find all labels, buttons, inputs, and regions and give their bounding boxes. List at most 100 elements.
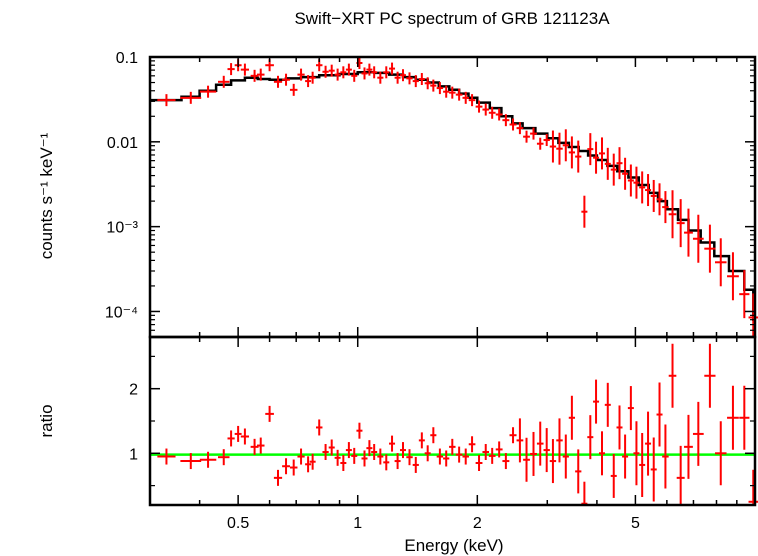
- spectrum-point-67: [627, 164, 634, 197]
- spectrum-point-76: [684, 208, 693, 257]
- ratio-point-2: [199, 451, 217, 468]
- ratio-point-44: [482, 444, 490, 461]
- spectrum-point-59: [581, 195, 588, 228]
- ratio-point-69: [639, 432, 646, 497]
- ratio-point-55: [556, 418, 563, 463]
- chart-title: Swift−XRT PC spectrum of GRB 121123A: [294, 9, 610, 28]
- spectrum-point-22: [351, 69, 358, 82]
- ratio-point-75: [676, 445, 685, 505]
- ratio-point-57: [568, 395, 576, 440]
- spectrum-point-15: [309, 71, 316, 84]
- spectrum-point-49: [516, 122, 524, 135]
- spectrum-point-61: [593, 141, 600, 174]
- ratio-point-70: [645, 411, 652, 476]
- ratio-point-78: [704, 343, 716, 408]
- ratio-point-23: [356, 422, 363, 439]
- ratio-point-68: [633, 421, 640, 486]
- spectrum-point-34: [418, 73, 425, 86]
- ratio-point-81: [739, 385, 750, 450]
- ratio-point-4: [227, 430, 235, 447]
- ratio-point-17: [322, 444, 329, 461]
- spectrum-point-11: [282, 73, 290, 86]
- ratio-point-59: [581, 481, 588, 505]
- spectrum-point-45: [488, 106, 496, 119]
- ratio-panel: 1 2 0.5 1 2 5: [129, 335, 758, 532]
- ratio-point-18: [328, 439, 335, 456]
- ratio-point-40: [455, 446, 463, 463]
- ratio-point-74: [668, 343, 677, 408]
- ratio-point-12: [289, 459, 298, 476]
- spectrum-frame: [148, 55, 757, 339]
- ratio-point-33: [412, 456, 419, 473]
- spectrum-point-36: [430, 79, 437, 92]
- ratio-point-13: [297, 448, 305, 465]
- spectrum-point-30: [394, 71, 401, 84]
- spectrum-point-17: [322, 65, 329, 78]
- spectrum-point-62: [599, 137, 606, 170]
- ratio-point-16: [315, 419, 323, 436]
- ratio-point-8: [256, 437, 265, 454]
- spectrum-point-50: [523, 130, 530, 143]
- ratio-point-31: [399, 442, 406, 459]
- ratio-point-49: [516, 418, 524, 463]
- spectrum-point-44: [482, 103, 490, 116]
- ratio-tick-label: 2: [129, 382, 138, 399]
- ratio-point-5: [234, 425, 242, 442]
- spectrum-point-40: [455, 88, 463, 101]
- ratio-point-34: [418, 432, 425, 449]
- ratio-point-38: [443, 450, 450, 467]
- spectrum-point-53: [543, 134, 550, 147]
- spectrum-point-48: [509, 118, 517, 131]
- spectrum-data-points: [157, 57, 758, 337]
- spectrum-point-28: [383, 66, 390, 79]
- spectrum-point-31: [399, 69, 406, 82]
- x-tick-label: 2: [473, 515, 482, 532]
- spectrum-point-7: [250, 69, 259, 82]
- spectrum-point-1: [180, 91, 202, 104]
- ratio-point-36: [430, 427, 437, 444]
- ratio-point-61: [593, 379, 600, 424]
- spectrum-point-54: [549, 130, 557, 163]
- ratio-point-73: [662, 424, 669, 489]
- ratio-point-21: [345, 442, 352, 459]
- spectrum-point-12: [289, 83, 298, 96]
- y-tick-label: 0.01: [107, 135, 138, 152]
- model-step-line: [150, 71, 755, 321]
- spectrum-point-33: [412, 75, 419, 88]
- ratio-point-11: [282, 458, 290, 475]
- ratio-point-39: [449, 438, 456, 455]
- ratio-point-79: [715, 421, 727, 486]
- ratio-point-26: [371, 444, 378, 461]
- ratio-point-27: [377, 448, 384, 465]
- ratio-point-1: [180, 453, 202, 470]
- ratio-point-15: [309, 453, 316, 470]
- ratio-point-47: [502, 453, 510, 470]
- ratio-point-82: [748, 469, 758, 505]
- ratio-point-46: [495, 441, 503, 458]
- ratio-point-66: [622, 434, 629, 479]
- spectrum-point-43: [475, 100, 483, 113]
- y-tick-label: 10⁻³: [106, 220, 138, 237]
- ratio-tick-label: 1: [129, 446, 138, 463]
- spectrum-point-52: [536, 137, 544, 150]
- spectrum-point-46: [495, 108, 503, 121]
- ratio-point-52: [536, 421, 544, 466]
- ratio-point-51: [530, 431, 537, 476]
- ratio-point-35: [424, 445, 431, 462]
- spectrum-point-35: [424, 77, 431, 90]
- spectrum-point-26: [371, 66, 378, 79]
- x-tick-label: 5: [631, 515, 640, 532]
- ratio-point-29: [389, 435, 396, 452]
- ratio-point-76: [684, 414, 693, 479]
- ratio-point-56: [562, 434, 569, 479]
- ratio-point-43: [475, 455, 483, 471]
- spectrum-point-0: [157, 94, 176, 107]
- ratio-point-24: [361, 450, 368, 467]
- spectrum-point-42: [468, 94, 476, 107]
- spectrum-point-8: [256, 68, 265, 81]
- ratio-point-37: [436, 448, 444, 465]
- ratio-point-53: [543, 428, 550, 473]
- ratio-point-7: [250, 438, 259, 455]
- x-axis-label: Energy (keV): [404, 536, 503, 555]
